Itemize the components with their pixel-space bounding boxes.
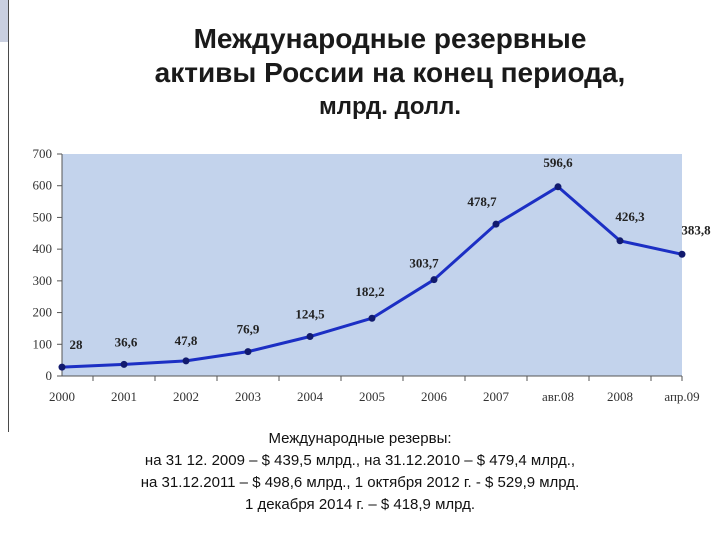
x-tick-label: 2002 [173, 389, 199, 404]
data-point [244, 348, 252, 356]
title-line-1: Международные резервные [193, 23, 587, 54]
data-point [492, 220, 500, 228]
y-tick-label: 0 [46, 368, 53, 383]
y-tick-label: 400 [33, 241, 53, 256]
y-tick-label: 100 [33, 336, 53, 351]
note-line-1: Международные резервы: [268, 430, 452, 447]
corner-decoration [0, 0, 8, 42]
x-tick-label: 2005 [359, 389, 385, 404]
data-point [58, 363, 66, 371]
x-tick-label: 2001 [111, 389, 137, 404]
data-label: 426,3 [615, 209, 645, 224]
data-point [678, 250, 686, 258]
y-tick-label: 300 [33, 273, 53, 288]
title-line-3: млрд. долл. [318, 93, 462, 120]
data-point [182, 357, 190, 365]
data-point [306, 333, 314, 341]
data-point [120, 360, 128, 368]
data-point [616, 237, 624, 245]
x-tick-label: авг.08 [542, 389, 574, 404]
left-divider [8, 0, 9, 432]
data-label: 36,6 [115, 334, 138, 349]
data-point [368, 314, 376, 322]
note-line-2: на 31 12. 2009 – $ 439,5 млрд., на 31.12… [144, 452, 576, 469]
x-tick-label: апр.09 [664, 389, 699, 404]
y-tick-label: 500 [33, 209, 53, 224]
note-line-3: на 31.12.2011 – $ 498,6 млрд., 1 октября… [140, 474, 580, 491]
line-chart: 0 100 200 300 400 500 600 700 2000 2001 2002 2003 20… [33, 146, 712, 404]
y-tick-label: 200 [33, 305, 53, 320]
y-tick-label: 700 [33, 146, 53, 161]
data-point [554, 183, 562, 191]
x-tick-label: 2006 [421, 389, 448, 404]
x-tick-label: 2003 [235, 389, 261, 404]
x-tick-label: 2000 [49, 389, 75, 404]
data-label: 478,7 [467, 194, 497, 209]
y-tick-label: 600 [33, 178, 53, 193]
note-line-4: 1 декабря 2014 г. – $ 418,9 млрд. [244, 496, 476, 513]
page-title: Международные резервные активы России на… [60, 22, 720, 124]
reserves-note: Международные резервы: на 31 12. 2009 – … [0, 428, 720, 516]
x-tick-label: 2008 [607, 389, 633, 404]
data-label: 182,2 [355, 284, 384, 299]
data-label: 124,5 [295, 307, 325, 322]
title-line-2: активы России на конец периода, [154, 57, 626, 88]
data-point [430, 276, 438, 284]
plot-area [62, 154, 682, 376]
data-label: 303,7 [409, 256, 439, 271]
data-label: 47,8 [175, 333, 198, 348]
x-tick-label: 2007 [483, 389, 510, 404]
data-label: 596,6 [543, 155, 573, 170]
data-label: 28 [70, 337, 84, 352]
data-label: 383,8 [681, 222, 711, 237]
data-label: 76,9 [237, 322, 260, 337]
x-tick-label: 2004 [297, 389, 324, 404]
